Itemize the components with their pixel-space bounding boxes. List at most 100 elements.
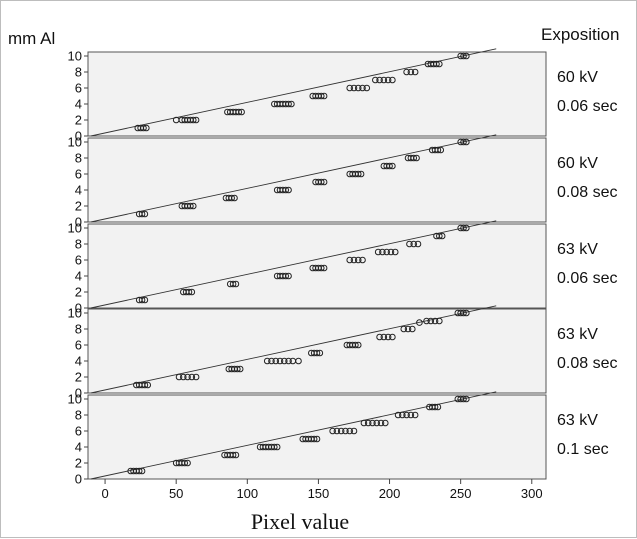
y-tick-label: 6	[75, 338, 82, 353]
data-point	[320, 178, 328, 186]
data-point	[399, 411, 406, 419]
data-point	[407, 68, 415, 76]
data-point	[282, 186, 290, 194]
data-point	[463, 138, 470, 146]
y-tick-label: 0	[75, 472, 82, 487]
data-point	[410, 240, 418, 248]
data-point	[403, 411, 410, 419]
data-point	[411, 68, 419, 76]
data-point	[272, 357, 280, 365]
y-tick-label: 2	[75, 199, 82, 214]
y-tick-label: 0	[75, 301, 82, 316]
data-point	[373, 419, 381, 427]
data-point	[135, 467, 143, 475]
data-point	[404, 325, 412, 333]
panel-frame	[87, 394, 547, 480]
data-point	[271, 443, 278, 451]
data-point	[384, 76, 392, 84]
y-tick-label: 2	[75, 456, 82, 471]
fit-line	[90, 391, 497, 480]
data-point	[383, 248, 390, 256]
y-tick-label: 10	[68, 392, 82, 407]
data-point	[380, 76, 388, 84]
data-point	[229, 451, 237, 459]
data-point	[403, 68, 410, 76]
y-tick-label: 6	[75, 167, 82, 182]
exposure-time-label: 0.1 sec	[557, 441, 609, 458]
data-point	[273, 443, 281, 451]
data-point	[389, 333, 396, 341]
y-tick-label: 0	[75, 386, 82, 401]
y-tick-label: 2	[75, 285, 82, 300]
data-point	[354, 341, 362, 349]
data-point	[460, 52, 467, 60]
data-point	[431, 403, 439, 411]
data-point	[434, 403, 442, 411]
data-point	[140, 124, 147, 132]
data-point	[236, 365, 244, 373]
y-tick-label: 4	[75, 97, 82, 112]
data-point	[185, 288, 193, 296]
x-tick-label: 50	[169, 486, 183, 501]
data-point	[436, 232, 443, 240]
y-tick-label: 0	[75, 129, 82, 144]
y-tick-label: 8	[75, 151, 82, 166]
data-point	[387, 248, 395, 256]
data-point	[232, 280, 240, 288]
data-point	[374, 248, 382, 256]
x-axis-label: Pixel value	[251, 509, 349, 534]
data-point	[416, 319, 423, 326]
data-point	[357, 170, 365, 178]
y-tick-label: 4	[75, 183, 82, 198]
data-point	[346, 256, 354, 264]
data-point	[144, 381, 152, 389]
y-tick-label: 10	[68, 306, 82, 321]
data-point	[377, 419, 385, 427]
data-point	[369, 419, 376, 427]
data-point	[389, 162, 396, 170]
data-point	[188, 373, 196, 381]
data-point	[141, 296, 149, 304]
data-point	[386, 162, 393, 170]
data-point	[423, 317, 430, 325]
data-point	[376, 76, 383, 84]
exposure-time-label: 0.08 sec	[557, 355, 617, 372]
data-point	[352, 341, 359, 349]
data-point	[410, 154, 418, 162]
data-point	[411, 411, 419, 419]
y-tick-label: 4	[75, 354, 82, 369]
data-point	[379, 248, 386, 256]
data-point	[138, 467, 146, 475]
data-point	[276, 357, 284, 365]
y-tick-label: 10	[68, 49, 82, 64]
data-point	[188, 288, 196, 296]
data-point	[192, 116, 200, 124]
data-point	[141, 381, 149, 389]
data-point	[285, 100, 292, 108]
data-point	[175, 373, 183, 381]
data-point	[187, 202, 194, 210]
data-point	[346, 427, 354, 435]
data-point	[317, 92, 325, 100]
data-point	[189, 202, 197, 210]
data-point	[317, 264, 325, 272]
data-point	[138, 210, 146, 218]
data-point	[138, 296, 146, 304]
data-point	[184, 373, 191, 381]
data-point	[350, 84, 358, 92]
fit-line	[90, 305, 497, 394]
exposure-kv-label: 63 kV	[557, 241, 598, 258]
data-point	[350, 256, 358, 264]
data-point	[391, 248, 399, 256]
exposure-kv-label: 63 kV	[557, 326, 598, 343]
data-point	[359, 84, 366, 92]
data-point	[350, 427, 358, 435]
x-tick-label: 150	[308, 486, 330, 501]
data-point	[431, 317, 439, 325]
data-point	[460, 138, 467, 146]
data-point	[228, 194, 235, 202]
y-tick-label: 4	[75, 440, 82, 455]
data-point	[285, 272, 292, 280]
